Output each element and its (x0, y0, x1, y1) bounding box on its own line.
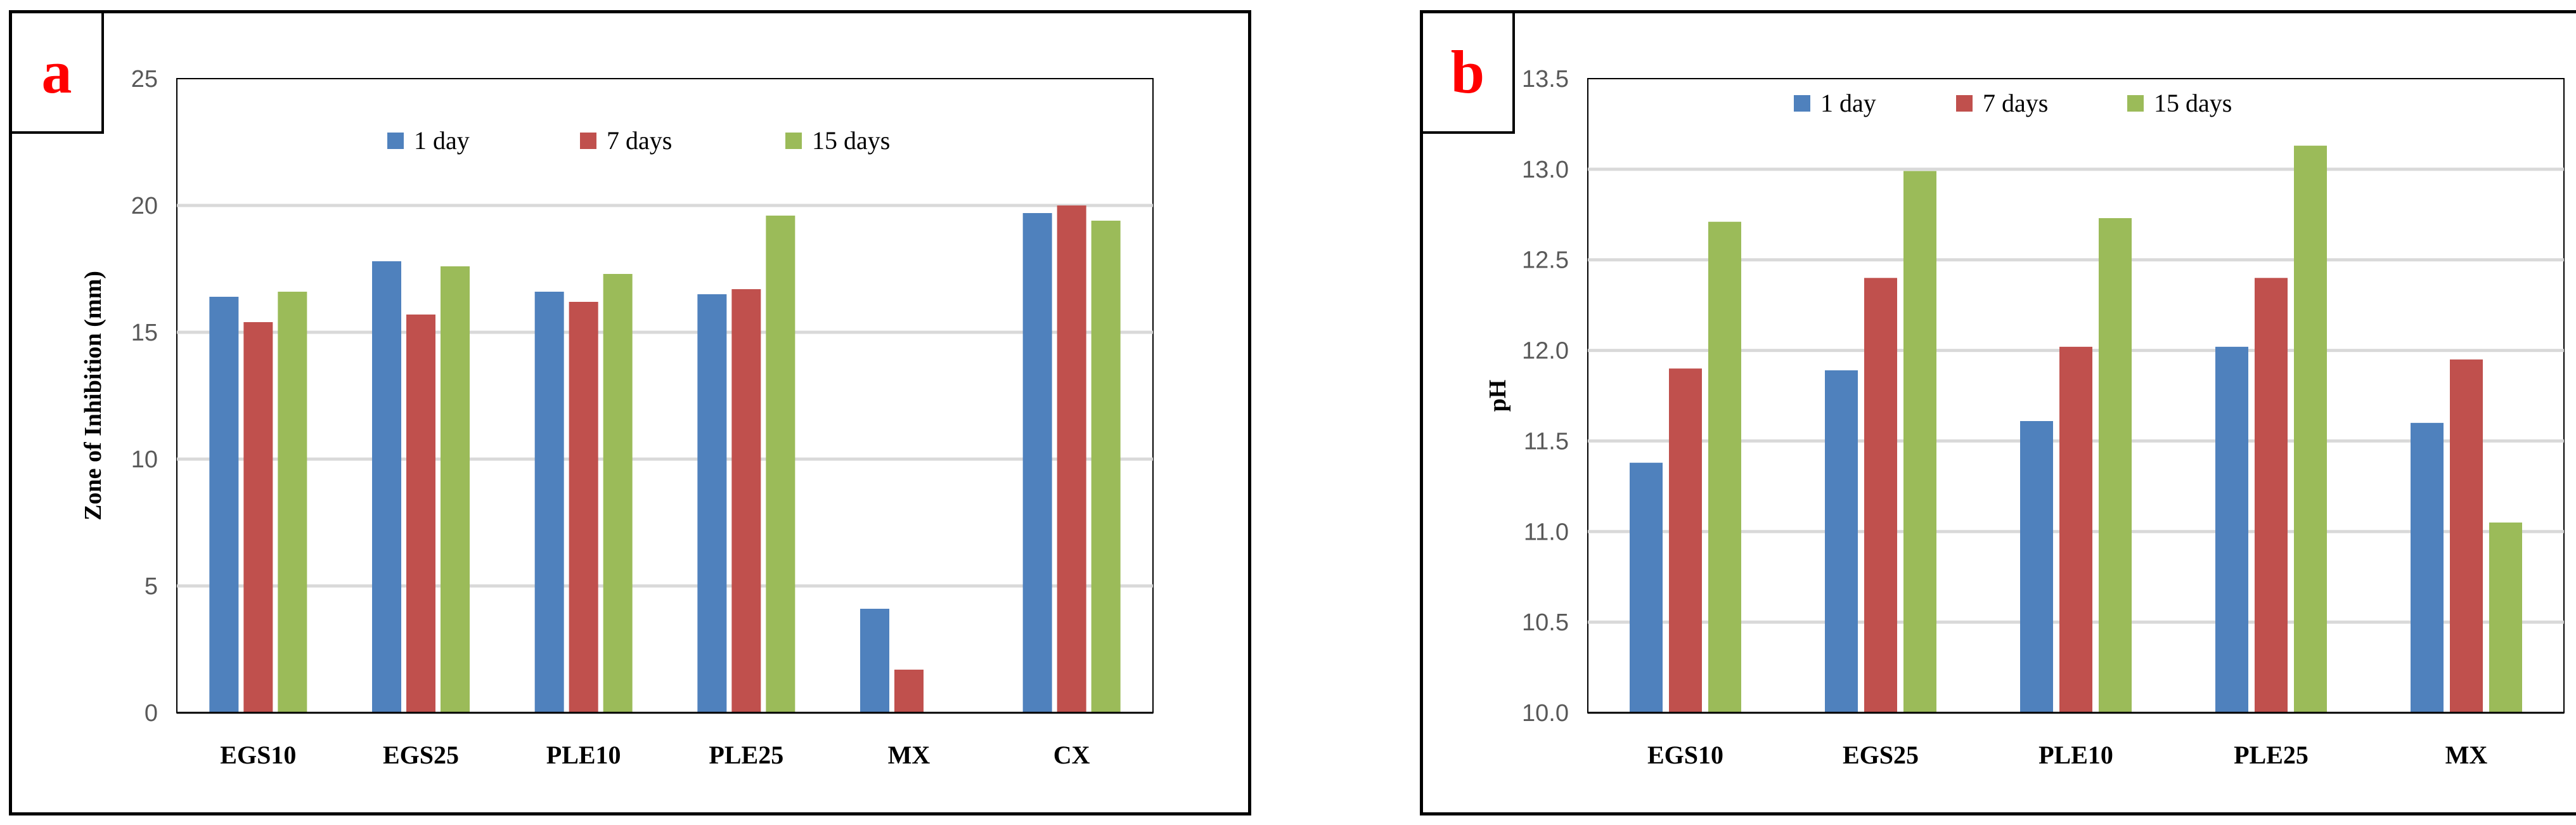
bar (535, 292, 564, 713)
y-tick-label: 13.0 (1522, 157, 1569, 183)
x-category-label: EGS10 (220, 741, 296, 769)
x-category-label: EGS25 (383, 741, 459, 769)
bar (697, 294, 726, 713)
chart-panel-b: b 10.0 10.5 11.0 11.5 12.0 12.5 13.0 13.5 EGS10 E… (1420, 10, 2576, 815)
panel-label-a: a (12, 13, 104, 134)
bar (406, 315, 435, 713)
bar (278, 292, 307, 713)
bar (1669, 368, 1702, 713)
bar (2215, 347, 2248, 713)
bar (2255, 278, 2288, 713)
chart-panel-a: a 0 5 10 15 20 25 EGS10 EGS25 PLE10 PLE25 MX CX Zone… (9, 10, 1251, 815)
x-category-label: PLE25 (2234, 741, 2309, 769)
y-tick-label: 10 (131, 446, 158, 473)
panel-label-b: b (1423, 13, 1515, 134)
bar (372, 261, 401, 713)
bar (209, 297, 238, 713)
bar (603, 274, 633, 713)
legend-label: 1 day (1820, 89, 1876, 117)
legend-label: 7 days (1983, 89, 2048, 117)
bar (1057, 205, 1086, 713)
bar (2059, 347, 2092, 713)
legend-label: 1 day (414, 126, 470, 155)
y-axis-title: pH (1484, 380, 1511, 412)
y-tick-label: 15 (131, 320, 158, 346)
bar (1630, 463, 1663, 713)
chart-a: 0 5 10 15 20 25 EGS10 EGS25 PLE10 PLE25 MX CX Zone o… (12, 13, 1248, 812)
legend-swatch (2127, 95, 2144, 112)
y-tick-label: 11.5 (1524, 428, 1569, 455)
y-tick-label: 0 (145, 700, 158, 727)
bar (731, 289, 761, 713)
chart-b: 10.0 10.5 11.0 11.5 12.0 12.5 13.0 13.5 EGS10 EGS… (1423, 13, 2576, 812)
bar (2294, 146, 2327, 713)
x-category-label: PLE10 (2038, 741, 2113, 769)
y-tick-label: 11.0 (1524, 519, 1569, 545)
bar (766, 216, 795, 713)
plot-area-border (177, 79, 1153, 713)
bar (1023, 213, 1052, 713)
legend-swatch (580, 133, 596, 149)
legend-swatch (387, 133, 404, 149)
x-category-label: MX (888, 741, 931, 769)
x-category-label: MX (2445, 741, 2488, 769)
legend-label: 15 days (2154, 89, 2232, 117)
bar (1708, 222, 1741, 713)
y-tick-label: 10.5 (1522, 609, 1569, 636)
panel-letter-a: a (42, 42, 72, 103)
x-category-label: PLE25 (709, 741, 783, 769)
legend-label: 15 days (812, 126, 890, 155)
bar (243, 322, 273, 713)
y-tick-label: 12.5 (1522, 247, 1569, 274)
y-axis-title: Zone of Inhibition (mm) (80, 271, 106, 521)
y-tick-label: 13.5 (1522, 66, 1569, 93)
x-category-label: EGS25 (1843, 741, 1919, 769)
bar (2489, 523, 2522, 713)
bar (2450, 360, 2483, 713)
panel-letter-b: b (1451, 42, 1484, 103)
bar (1864, 278, 1897, 713)
x-category-label: EGS10 (1647, 741, 1723, 769)
y-tick-label: 25 (131, 66, 158, 93)
bar (2099, 218, 2132, 713)
bar (860, 609, 889, 713)
y-tick-label: 5 (145, 573, 158, 600)
bar (2020, 421, 2053, 713)
x-category-label: PLE10 (546, 741, 621, 769)
bar (894, 670, 924, 713)
bar (1092, 221, 1121, 713)
bar (1825, 370, 1858, 713)
y-tick-label: 12.0 (1522, 338, 1569, 365)
legend-swatch (1794, 95, 1810, 112)
legend-swatch (1956, 95, 1973, 112)
y-tick-label: 20 (131, 193, 158, 219)
legend-swatch (785, 133, 802, 149)
bar (569, 302, 598, 713)
bar (441, 266, 470, 713)
x-category-label: CX (1053, 741, 1090, 769)
y-tick-label: 10.0 (1522, 700, 1569, 727)
bar (1903, 171, 1936, 713)
bar (2411, 423, 2444, 713)
legend-label: 7 days (607, 126, 672, 155)
